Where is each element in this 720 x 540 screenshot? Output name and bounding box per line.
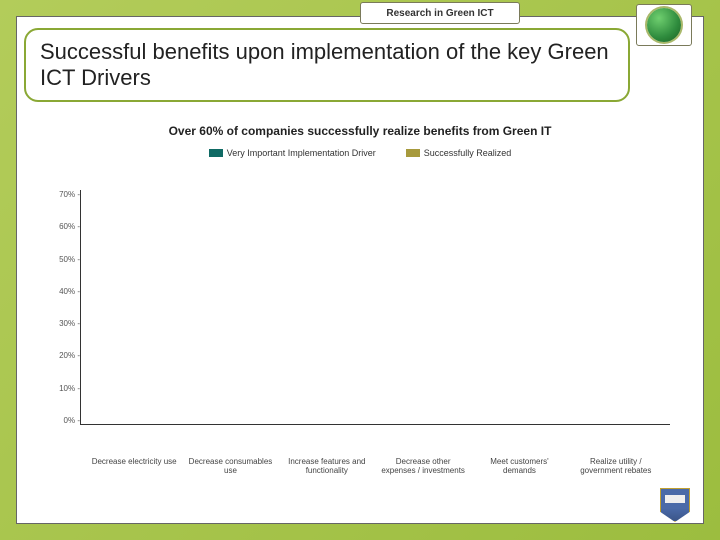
x-label: Meet customers' demands (474, 457, 564, 476)
legend-item-realized: Successfully Realized (406, 148, 512, 158)
legend-label-driver: Very Important Implementation Driver (227, 148, 376, 158)
university-logo (660, 488, 690, 522)
bar-value-label: 57% (111, 412, 133, 421)
bar-value-label: 49% (496, 412, 518, 421)
bar-value-label: 68% (328, 412, 350, 421)
chart-title: Over 60% of companies successfully reali… (40, 124, 680, 138)
y-axis: 70% - 60% - 50% - 40% - 30% - 20% - 10% - 0% - (46, 190, 80, 425)
x-label: Decrease consumables use (185, 457, 275, 476)
x-labels: Decrease electricity use Decrease consuma… (86, 457, 664, 476)
plot-region: 70% -60% -50% -40% -30% -20% -10% -0% - … (80, 190, 670, 425)
bar-value-label: 66% (520, 412, 542, 421)
section-tab: Research in Green ICT (360, 2, 520, 24)
y-tick: 50% - (46, 255, 80, 264)
shield-icon (660, 488, 690, 522)
bar-groups: 57%64%57%66%53%68%51%59%49%66%44%65% (86, 190, 664, 425)
bar-value-label: 44% (593, 412, 615, 421)
x-label: Decrease electricity use (89, 457, 179, 476)
x-label: Decrease other expenses / investments (378, 457, 468, 476)
globe-icon (647, 8, 681, 42)
bar-value-label: 59% (424, 412, 446, 421)
title-band: Successful benefits upon implementation … (24, 28, 630, 102)
x-label: Increase features and functionality (282, 457, 372, 476)
bar-value-label: 65% (617, 412, 639, 421)
chart-area: Over 60% of companies successfully reali… (40, 120, 680, 480)
bar-value-label: 57% (207, 412, 229, 421)
bar-value-label: 53% (304, 412, 326, 421)
y-tick: 60% - (46, 222, 80, 231)
legend-item-driver: Very Important Implementation Driver (209, 148, 376, 158)
slide-title: Successful benefits upon implementation … (40, 39, 614, 92)
section-tab-label: Research in Green ICT (386, 8, 493, 19)
bar-value-label: 66% (231, 412, 253, 421)
bar-value-label: 51% (400, 412, 422, 421)
y-tick: 40% - (46, 287, 80, 296)
globe-badge (636, 4, 692, 46)
y-axis-line (80, 190, 81, 425)
slide-root: Research in Green ICT Successful benefit… (0, 0, 720, 540)
legend-label-realized: Successfully Realized (424, 148, 512, 158)
chart-legend: Very Important Implementation Driver Suc… (40, 148, 680, 158)
bar-value-label: 64% (135, 412, 157, 421)
y-tick: 30% - (46, 319, 80, 328)
y-tick: 0% - (46, 416, 80, 425)
y-tick: 20% - (46, 351, 80, 360)
legend-swatch-realized (406, 149, 420, 157)
y-tick: 70% - (46, 190, 80, 199)
y-tick: 10% - (46, 384, 80, 393)
legend-swatch-driver (209, 149, 223, 157)
x-label: Realize utility / government rebates (571, 457, 661, 476)
